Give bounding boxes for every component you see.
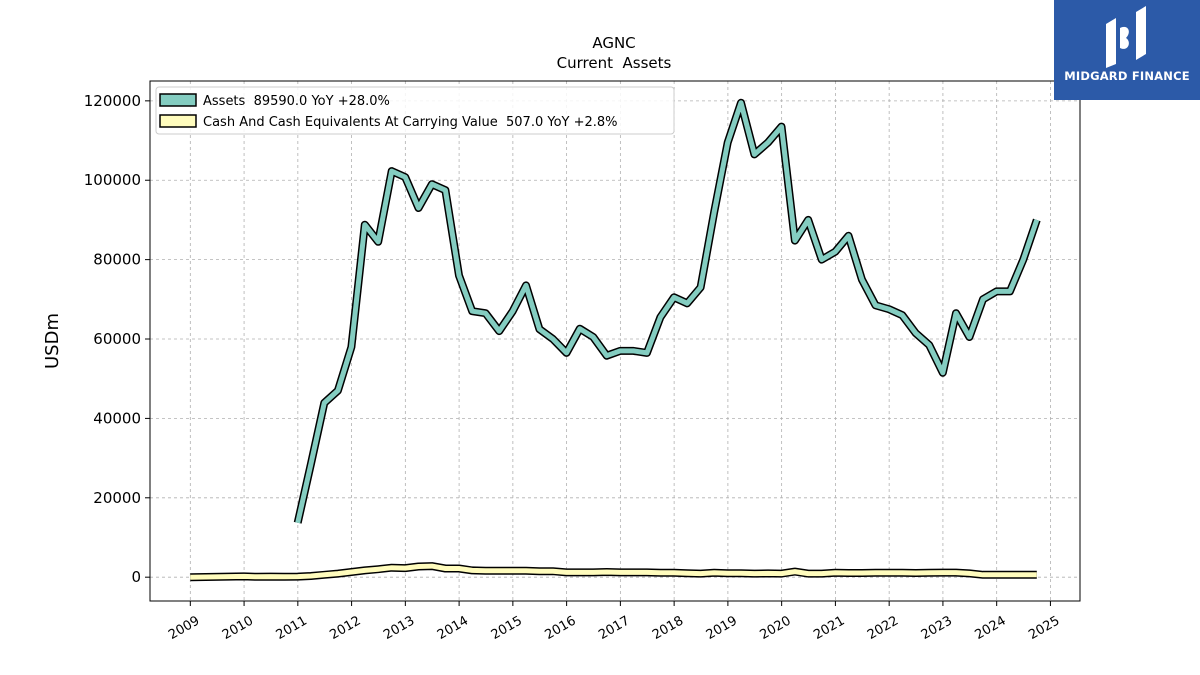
x-tick-label: 2011 (274, 613, 310, 643)
x-tick-label: 2014 (435, 613, 471, 643)
x-tick-label: 2010 (220, 613, 256, 643)
x-tick-label: 2021 (811, 613, 847, 643)
y-tick-label: 40000 (93, 409, 141, 427)
y-tick-label: 100000 (84, 171, 141, 189)
legend-swatch-cash (159, 114, 197, 128)
series-cash (190, 562, 1037, 582)
x-tick-label: 2020 (757, 613, 793, 643)
y-axis-label: USDm (42, 313, 63, 369)
series-assets (293, 98, 1041, 524)
x-tick-label: 2009 (166, 613, 202, 643)
x-tick-label: 2015 (489, 613, 525, 643)
legend: Assets 89590.0 YoY +28.0% Cash And Cash … (155, 86, 675, 135)
midgard-logo-icon (1106, 6, 1146, 68)
y-tick-label: 80000 (93, 251, 141, 269)
x-tick-label: 2018 (650, 613, 686, 643)
series-line (190, 563, 1037, 580)
x-tick-label: 2022 (865, 613, 901, 643)
x-tick-label: 2016 (542, 613, 578, 643)
legend-label-assets: Assets 89590.0 YoY +28.0% (203, 94, 390, 109)
y-tick-label: 60000 (93, 330, 141, 348)
x-tick-label: 2025 (1026, 613, 1062, 643)
x-tick-label: 2024 (973, 613, 1009, 643)
x-tick-label: 2019 (704, 613, 740, 643)
chart-subtitle: Current Assets (557, 54, 672, 72)
series-layer (190, 98, 1041, 582)
legend-label-cash: Cash And Cash Equivalents At Carrying Va… (203, 115, 618, 130)
midgard-finance-logo: MIDGARD FINANCE (1054, 0, 1200, 100)
series-line (295, 100, 1040, 524)
x-tick-label: 2012 (327, 613, 363, 643)
y-tick-label: 120000 (84, 92, 141, 110)
plot-area (150, 81, 1080, 601)
legend-box (155, 86, 675, 135)
grid (150, 81, 1080, 601)
chart-title: AGNC (592, 34, 635, 52)
y-axis: 0 20000 40000 60000 80000 100000 120000 (84, 92, 150, 586)
legend-swatch-assets (159, 93, 197, 107)
x-tick-label: 2023 (919, 613, 955, 643)
x-tick-label: 2017 (596, 613, 632, 643)
y-tick-label: 20000 (93, 489, 141, 507)
plot-frame (149, 80, 1081, 602)
logo-text: MIDGARD FINANCE (1064, 69, 1190, 83)
x-axis: 2009 2010 2011 2012 2013 2014 2015 2016 2017 2018… (166, 601, 1062, 643)
x-tick-label: 2013 (381, 613, 417, 643)
y-tick-label: 0 (131, 568, 141, 586)
